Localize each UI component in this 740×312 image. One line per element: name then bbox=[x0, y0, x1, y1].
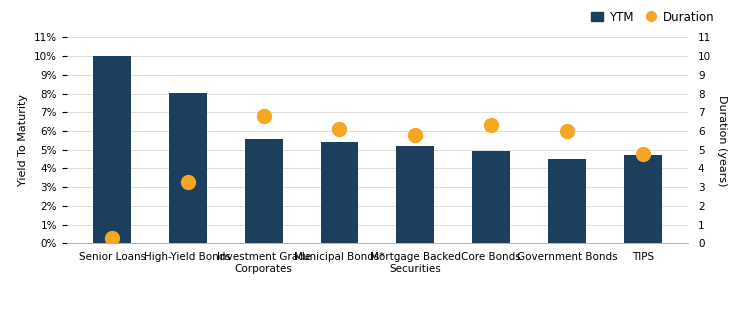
Bar bbox=[624, 155, 662, 243]
Bar bbox=[472, 151, 510, 243]
Point bbox=[561, 129, 573, 134]
Point bbox=[258, 114, 269, 119]
Point bbox=[334, 127, 346, 132]
Bar bbox=[245, 139, 283, 243]
Point bbox=[409, 132, 421, 137]
Legend: YTM, Duration: YTM, Duration bbox=[587, 6, 719, 28]
Point bbox=[182, 179, 194, 184]
Point bbox=[637, 151, 649, 156]
Bar bbox=[397, 146, 434, 243]
Bar bbox=[320, 142, 358, 243]
Bar bbox=[548, 159, 586, 243]
Point bbox=[485, 123, 497, 128]
Point bbox=[106, 235, 118, 240]
Bar bbox=[169, 93, 207, 243]
Y-axis label: Duration (years): Duration (years) bbox=[717, 95, 727, 186]
Bar bbox=[93, 56, 131, 243]
Y-axis label: Yield To Maturity: Yield To Maturity bbox=[18, 95, 28, 186]
